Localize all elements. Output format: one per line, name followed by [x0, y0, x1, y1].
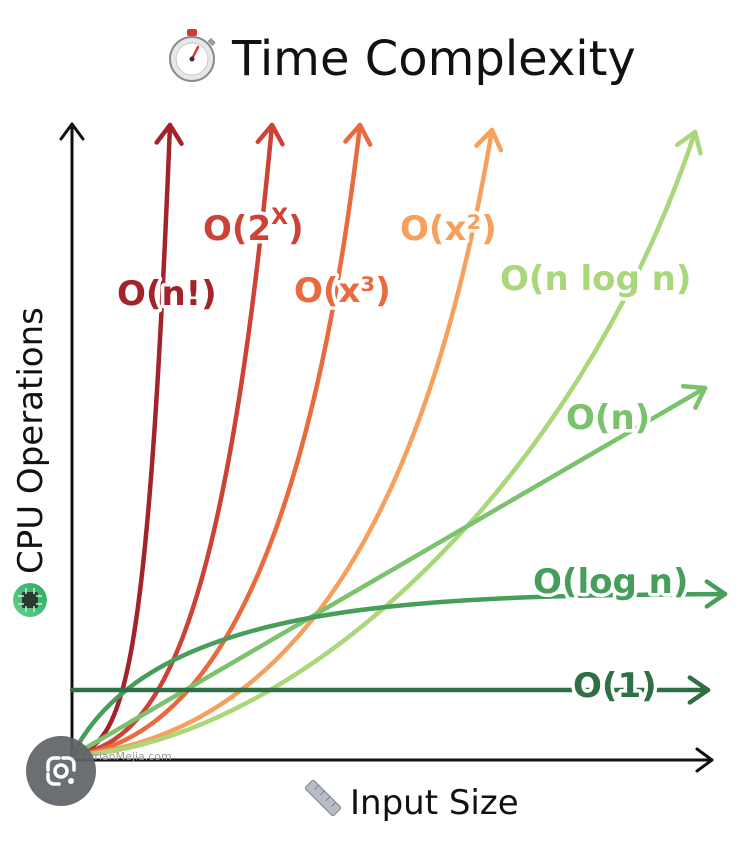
curve-arrowhead-o-n — [680, 383, 708, 411]
curve-label-o-n: O(n!) — [117, 274, 217, 314]
curve-o-n-log-n — [69, 129, 698, 759]
cpu-chip-icon — [13, 583, 47, 617]
curve-label-o-n: O(n) — [566, 398, 650, 438]
google-lens-button[interactable] — [26, 736, 96, 806]
curve-o-log-n — [69, 591, 728, 759]
curve-arrowhead-o-n — [154, 122, 184, 147]
y-axis-label-text: CPU Operations — [11, 307, 51, 574]
chart-title: Time Complexity — [169, 29, 636, 87]
curve-o-2-x — [69, 122, 275, 759]
curve-arrowhead-o-n-log-n — [674, 129, 703, 156]
x-axis-label-text: Input Size — [350, 783, 519, 823]
curve-o-x — [69, 127, 495, 759]
curve-arrowhead-o-x — [343, 122, 373, 147]
curve-label-o-1: O(1) — [573, 666, 657, 706]
curve-arrowhead-o-x — [474, 127, 504, 153]
x-axis-arrowhead — [695, 747, 714, 773]
axes — [59, 122, 714, 773]
watermark-text: AdrianMejia.com — [80, 750, 172, 763]
x-axis-label: Input Size — [304, 779, 519, 823]
curve-label-o-x: O(x³) — [294, 271, 391, 311]
curve-label-o-n-log-n: O(n log n) — [500, 259, 691, 299]
curve-arrowhead-o-1 — [687, 675, 711, 705]
curve-label-o-x: O(x²) — [400, 209, 497, 249]
curve-o-n — [69, 385, 708, 759]
curve-arrowhead-o-log-n — [704, 579, 728, 609]
google-lens-icon — [46, 756, 76, 786]
stopwatch-icon — [169, 29, 216, 82]
y-axis-arrowhead — [59, 122, 85, 141]
curve-label-o-log-n: O(log n) — [533, 562, 688, 602]
ruler-icon — [304, 779, 342, 817]
y-axis-label: CPU Operations — [11, 307, 51, 617]
curve-o-x — [69, 122, 363, 759]
series-labels: O(n!) O(2X) O(x³)O(x²)O(n log n) O(n) O(log … — [114, 202, 695, 710]
curve-arrowhead-o-2-x — [255, 122, 285, 147]
series-curves — [69, 122, 728, 759]
chart-title-text: Time Complexity — [231, 31, 636, 87]
curve-o-n — [69, 122, 173, 759]
curve-label-o-2-x: O(2X) — [203, 205, 304, 249]
